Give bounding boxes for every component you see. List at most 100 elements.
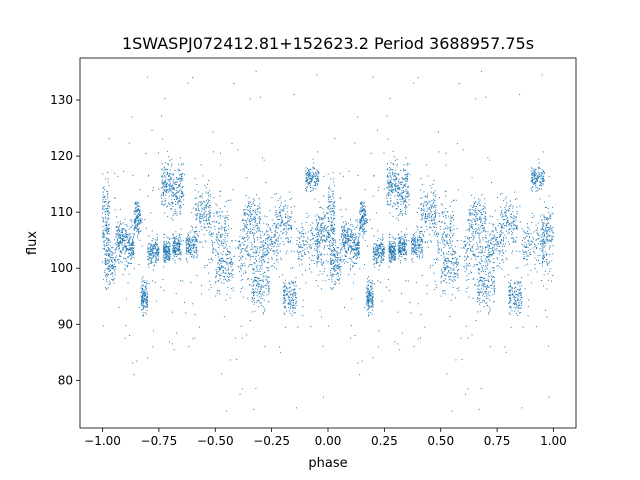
data-point [241, 255, 243, 257]
data-point [474, 232, 476, 234]
data-point [342, 234, 344, 236]
data-point [242, 273, 244, 275]
data-point [113, 269, 115, 271]
data-point [333, 247, 335, 249]
data-point [151, 252, 153, 254]
data-point [135, 209, 137, 211]
data-point [119, 229, 121, 231]
data-point [345, 242, 347, 244]
data-point [382, 243, 384, 245]
data-point [389, 260, 391, 262]
data-point [197, 210, 199, 212]
data-point [216, 204, 218, 206]
data-point [141, 278, 143, 280]
data-point [433, 232, 435, 234]
data-point [389, 260, 391, 262]
data-point [201, 217, 203, 219]
data-point [359, 213, 361, 215]
data-point [226, 280, 228, 281]
data-point [393, 191, 395, 193]
data-point [242, 219, 244, 221]
data-point [349, 224, 351, 226]
data-point [371, 313, 373, 315]
data-point [328, 234, 330, 236]
data-point [329, 228, 331, 230]
data-point [334, 239, 336, 241]
data-point [455, 266, 457, 268]
data-point [221, 266, 223, 268]
data-point [488, 279, 490, 281]
data-point [206, 220, 208, 222]
data-point [195, 238, 197, 240]
data-point [358, 247, 360, 249]
data-point [342, 242, 344, 244]
data-point [169, 254, 171, 256]
data-point [141, 290, 143, 292]
data-point [157, 246, 159, 248]
data-point [403, 246, 405, 247]
data-point [221, 258, 223, 260]
data-point [376, 258, 378, 260]
data-point [105, 201, 107, 203]
data-point [347, 240, 349, 242]
data-point [242, 218, 244, 220]
data-point [416, 249, 418, 251]
data-point [175, 183, 176, 185]
data-point [173, 194, 175, 196]
data-point [436, 236, 438, 238]
data-point [431, 219, 433, 221]
data-point [215, 248, 217, 250]
data-point [219, 293, 221, 295]
data-point [386, 201, 388, 203]
data-point [393, 252, 395, 254]
data-point [142, 299, 144, 301]
data-point [346, 230, 348, 232]
data-point [360, 227, 362, 229]
data-point [361, 206, 363, 208]
data-point [142, 285, 144, 287]
data-point [131, 253, 133, 255]
data-point [331, 250, 333, 252]
data-point [205, 211, 207, 213]
data-point [417, 240, 419, 242]
data-point [425, 204, 427, 206]
data-point [354, 234, 356, 236]
data-point [485, 297, 487, 299]
data-point [206, 200, 207, 202]
data-point [438, 232, 440, 234]
data-point [165, 250, 167, 252]
data-point [329, 205, 331, 207]
data-point [413, 234, 415, 236]
data-point [222, 215, 224, 217]
data-point [256, 236, 258, 238]
data-point [175, 253, 177, 255]
data-point [256, 299, 258, 301]
data-point [415, 242, 417, 244]
data-point [398, 254, 400, 256]
data-point [188, 232, 190, 234]
data-point [116, 241, 118, 243]
data-point [113, 266, 115, 268]
data-point [108, 249, 110, 251]
data-point [405, 157, 407, 159]
data-point [182, 204, 184, 206]
data-point [402, 248, 404, 250]
data-point [437, 244, 439, 246]
data-point [421, 247, 423, 249]
data-point [116, 244, 118, 246]
data-point [165, 255, 167, 257]
data-point [220, 225, 222, 227]
data-point [362, 229, 364, 231]
data-point [479, 297, 481, 299]
data-point [219, 217, 221, 219]
data-point [472, 209, 474, 211]
data-point [173, 242, 175, 244]
data-point [394, 255, 396, 257]
data-point [445, 278, 447, 280]
data-point [470, 225, 472, 227]
data-point [125, 234, 127, 236]
data-point [243, 209, 245, 211]
data-point [127, 248, 129, 250]
data-point [105, 201, 107, 203]
data-point [390, 252, 392, 254]
